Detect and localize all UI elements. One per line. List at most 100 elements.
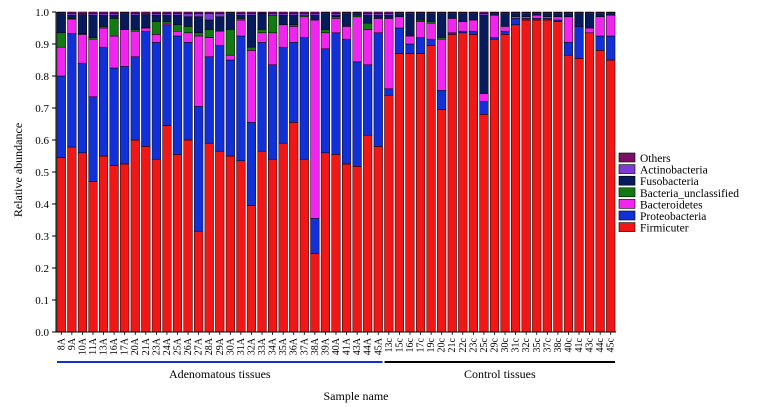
bar-segment-proteobacteria (67, 33, 77, 148)
bar-segment-fusobacteria (437, 13, 447, 38)
bar-segment-bacteroidetes (151, 34, 161, 43)
legend-label: Others (640, 153, 671, 165)
bar-segment-firmicuter (574, 58, 584, 333)
bar-segment-others (437, 11, 447, 13)
legend-swatch-proteobacteria (618, 210, 636, 221)
x-tick-label: 20A (130, 337, 141, 355)
x-axis-label: Sample name (324, 389, 389, 403)
legend-label: Firmicuter (640, 223, 689, 235)
bar-segment-firmicuter (194, 230, 204, 333)
x-tick-label: 31A (236, 337, 247, 355)
group-label: Control tissues (464, 367, 536, 381)
bar-segment-fusobacteria (458, 13, 468, 22)
bar-segment-firmicuter (215, 150, 225, 333)
bar-segment-fusobacteria (88, 14, 98, 38)
bar-segment-actinobacteria (183, 13, 193, 18)
bar-segment-others (246, 11, 257, 14)
bar-stack-32c (521, 11, 531, 333)
bar-segment-bacteroidetes (98, 27, 109, 48)
x-tick-label: 34A (268, 337, 279, 355)
bar-stack-44A (363, 11, 373, 333)
x-tick-label: 25c (479, 337, 490, 352)
bar-segment-proteobacteria (352, 61, 362, 167)
x-tick-label: 19c (426, 337, 437, 352)
y-axis: 0.0 0.1 0.2 0.3 0.4 0.5 0.6 0.7 0.8 0.9 1.0 (35, 7, 57, 339)
bar-segment-firmicuter (151, 158, 161, 333)
bar-segment-others (289, 11, 299, 14)
bar-segment-firmicuter (289, 122, 299, 333)
x-tick-label: 44c (595, 337, 606, 352)
bar-stack-28A (204, 11, 214, 333)
x-axis: 8A 9A 10A 11A 13A 16A 17A 20A 21A 23A 24A 25A 26A 27A… (56, 331, 617, 355)
bar-segment-firmicuter (415, 53, 426, 333)
x-tick-label: 43A (352, 337, 363, 355)
bar-segment-others (341, 11, 352, 13)
bar-segment-bacteroidetes (532, 14, 542, 19)
bar-segment-actinobacteria (194, 13, 204, 18)
bar-segment-firmicuter (120, 163, 130, 333)
bar-segment-bacteroidetes (426, 22, 436, 40)
bar-segment-fusobacteria (172, 14, 183, 26)
bar-segment-others (320, 11, 331, 13)
bar-stack-37c (542, 11, 552, 333)
bar-segment-bacteroidetes (437, 38, 447, 91)
bar-segment-others (204, 11, 214, 14)
bar-segment-others (553, 11, 563, 13)
legend-swatch-fusobacteria (618, 175, 636, 186)
bar-segment-bacteroidetes (320, 32, 331, 50)
bar-segment-fusobacteria (194, 16, 204, 34)
bar-segment-bacteroidetes (447, 18, 457, 34)
y-tick-label: 0.5 (35, 167, 49, 179)
x-tick-label: 39A (320, 337, 331, 355)
bar-segment-firmicuter (236, 160, 246, 333)
bar-segment-firmicuter (542, 19, 552, 333)
bar-stack-19c (426, 11, 436, 333)
bar-segment-others (162, 11, 172, 14)
bar-stack-25A (172, 11, 183, 333)
bar-segment-fusobacteria (341, 13, 352, 27)
bar-segment-firmicuter (77, 152, 87, 333)
bar-segment-others (458, 11, 468, 13)
bar-stack-30A (225, 11, 235, 333)
x-tick-label: 17c (416, 337, 427, 352)
bar-segment-bacteroidetes (289, 26, 299, 43)
bar-segment-bacteroidetes (246, 50, 257, 123)
bar-segment-others (172, 11, 183, 14)
bar-segment-fusobacteria (225, 13, 235, 30)
x-tick-label: 43c (585, 337, 596, 352)
bar-segment-fusobacteria (278, 14, 288, 26)
bar-segment-others (141, 11, 151, 14)
legend-swatch-firmicuter (618, 222, 636, 232)
bar-segment-proteobacteria (225, 59, 235, 157)
bar-segment-fusobacteria (141, 14, 151, 28)
bar-segment-others (331, 11, 341, 14)
bar-stack-15c (394, 11, 404, 333)
y-tick-label: 0.6 (35, 135, 49, 147)
bar-segment-proteobacteria (204, 56, 214, 144)
bar-segment-fusobacteria (363, 14, 373, 24)
bar-stack-9A (67, 11, 77, 333)
bar-stack-43c (585, 11, 595, 333)
bar-segment-firmicuter (437, 109, 447, 333)
legend-label: Bacteria_unclassified (640, 188, 739, 200)
x-tick-label: 38c (553, 337, 564, 352)
bar-segment-firmicuter (458, 32, 468, 333)
bar-segment-bacteroidetes (363, 29, 373, 66)
bar-segment-fusobacteria (246, 14, 257, 48)
bar-segment-fusobacteria (98, 14, 109, 27)
bar-segment-firmicuter (56, 157, 66, 333)
bar-segment-firmicuter (595, 50, 605, 333)
x-tick-label: 23c (468, 337, 479, 352)
x-tick-label: 8A (56, 337, 67, 350)
bar-segment-others (384, 11, 394, 14)
bar-segment-others (77, 11, 87, 14)
x-tick-label: 41c (574, 337, 585, 352)
y-tick-label: 0.8 (35, 71, 49, 83)
bar-segment-firmicuter (67, 146, 77, 333)
x-tick-label: 23A (151, 337, 162, 355)
bar-stack-27A (194, 11, 204, 333)
bar-stack-45A (373, 11, 383, 333)
bar-segment-bacteroidetes (236, 19, 246, 37)
bar-segment-firmicuter (278, 142, 288, 333)
x-tick-label: 15c (394, 337, 405, 352)
